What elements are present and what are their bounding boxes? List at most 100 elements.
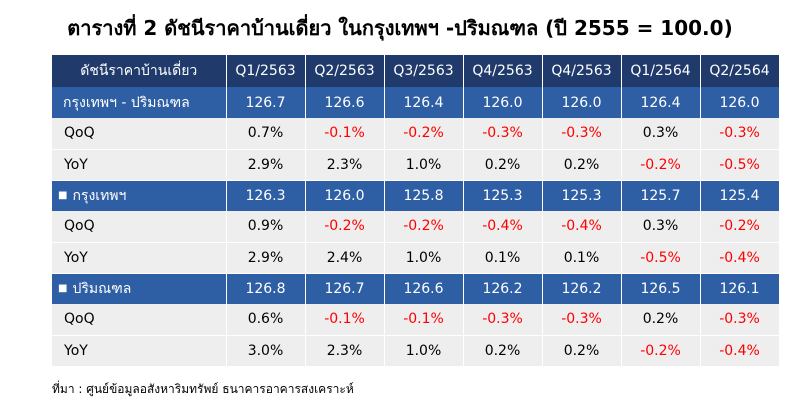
change-value-cell: -0.3% xyxy=(700,118,780,150)
change-value-cell: -0.2% xyxy=(700,211,780,243)
header-period: Q3/2563 xyxy=(384,55,464,87)
index-value-cell: 126.3 xyxy=(226,180,306,211)
group-row: ■ ปริมณฑล 126.8 126.7 126.6 126.2 126.2 126.5 12… xyxy=(52,273,780,304)
table-header-row: ดัชนีราคาบ้านเดี่ยว Q1/2563 Q2/2563 Q3/2… xyxy=(52,55,780,87)
change-value-cell: -0.3% xyxy=(542,118,622,150)
index-value-cell: 125.3 xyxy=(463,180,543,211)
change-value-cell: -0.3% xyxy=(463,118,543,150)
change-label: YoY xyxy=(52,335,227,367)
change-value-cell: 3.0% xyxy=(226,335,306,367)
change-value-cell: 2.3% xyxy=(305,335,385,367)
change-value-cell: -0.3% xyxy=(542,304,622,336)
change-value-cell: -0.4% xyxy=(542,211,622,243)
index-value-cell: 126.1 xyxy=(700,273,780,304)
change-value-cell: 2.3% xyxy=(305,149,385,181)
group-label: ■ กรุงเทพฯ xyxy=(52,180,227,211)
change-value-cell: 0.1% xyxy=(542,242,622,274)
change-label: QoQ xyxy=(52,304,227,336)
group-label: กรุงเทพฯ - ปริมณฑล xyxy=(52,87,227,118)
change-value-cell: -0.1% xyxy=(384,304,464,336)
change-value-cell: 2.9% xyxy=(226,242,306,274)
index-value-cell: 126.7 xyxy=(305,273,385,304)
change-value-cell: 0.9% xyxy=(226,211,306,243)
index-value-cell: 125.3 xyxy=(542,180,622,211)
source-note: ที่มา : ศูนย์ข้อมูลอสังหาริมทรัพย์ ธนาคา… xyxy=(52,382,354,396)
header-period: Q2/2563 xyxy=(305,55,385,87)
change-value-cell: -0.4% xyxy=(700,335,780,367)
index-value-cell: 126.0 xyxy=(700,87,780,118)
index-value-cell: 126.0 xyxy=(463,87,543,118)
change-value-cell: 0.1% xyxy=(463,242,543,274)
change-value-cell: -0.3% xyxy=(700,304,780,336)
group-label-text: กรุงเทพฯ xyxy=(72,187,127,204)
change-value-cell: -0.2% xyxy=(384,211,464,243)
index-value-cell: 125.8 xyxy=(384,180,464,211)
change-value-cell: -0.4% xyxy=(463,211,543,243)
index-value-cell: 126.0 xyxy=(542,87,622,118)
change-label: QoQ xyxy=(52,118,227,150)
change-value-cell: 0.3% xyxy=(621,118,701,150)
index-value-cell: 126.0 xyxy=(305,180,385,211)
header-period: Q4/2563 xyxy=(463,55,543,87)
header-period: Q4/2563 xyxy=(542,55,622,87)
index-value-cell: 126.6 xyxy=(305,87,385,118)
price-index-table-container: ดัชนีราคาบ้านเดี่ยว Q1/2563 Q2/2563 Q3/2… xyxy=(52,55,780,367)
change-value-cell: -0.2% xyxy=(621,149,701,181)
table-title: ตารางที่ 2 ดัชนีราคาบ้านเดี่ยว ในกรุงเทพ… xyxy=(67,16,733,40)
change-row: QoQ 0.6% -0.1% -0.1% -0.3% -0.3% 0.2% -0.3% xyxy=(52,304,780,336)
group-label-text: กรุงเทพฯ - ปริมณฑล xyxy=(63,94,190,111)
change-label: YoY xyxy=(52,242,227,274)
group-row: ■ กรุงเทพฯ 126.3 126.0 125.8 125.3 125.3 125.7 1… xyxy=(52,180,780,211)
change-value-cell: -0.2% xyxy=(384,118,464,150)
change-row: YoY 2.9% 2.4% 1.0% 0.1% 0.1% -0.5% -0.4% xyxy=(52,242,780,274)
group-label-text: ปริมณฑล xyxy=(72,280,132,297)
bullet-icon: ■ xyxy=(58,282,68,294)
index-value-cell: 126.7 xyxy=(226,87,306,118)
change-row: YoY 3.0% 2.3% 1.0% 0.2% 0.2% -0.2% -0.4% xyxy=(52,335,780,367)
change-value-cell: 0.2% xyxy=(621,304,701,336)
header-period: Q2/2564 xyxy=(700,55,780,87)
change-value-cell: -0.1% xyxy=(305,118,385,150)
change-value-cell: 0.6% xyxy=(226,304,306,336)
change-value-cell: 1.0% xyxy=(384,335,464,367)
change-value-cell: 0.2% xyxy=(463,149,543,181)
header-period: Q1/2563 xyxy=(226,55,306,87)
bullet-icon: ■ xyxy=(58,189,68,201)
index-value-cell: 126.4 xyxy=(621,87,701,118)
change-value-cell: 0.3% xyxy=(621,211,701,243)
header-period: Q1/2564 xyxy=(621,55,701,87)
change-value-cell: 0.2% xyxy=(463,335,543,367)
change-value-cell: -0.1% xyxy=(305,304,385,336)
change-row: QoQ 0.7% -0.1% -0.2% -0.3% -0.3% 0.3% -0.3% xyxy=(52,118,780,150)
change-value-cell: -0.2% xyxy=(305,211,385,243)
change-value-cell: -0.4% xyxy=(700,242,780,274)
group-label: ■ ปริมณฑล xyxy=(52,273,227,304)
index-value-cell: 125.7 xyxy=(621,180,701,211)
change-label: QoQ xyxy=(52,211,227,243)
index-value-cell: 126.2 xyxy=(542,273,622,304)
change-row: YoY 2.9% 2.3% 1.0% 0.2% 0.2% -0.2% -0.5% xyxy=(52,149,780,181)
index-value-cell: 126.4 xyxy=(384,87,464,118)
table-body: กรุงเทพฯ - ปริมณฑล 126.7 126.6 126.4 126.0 12… xyxy=(52,87,780,367)
price-index-table: ดัชนีราคาบ้านเดี่ยว Q1/2563 Q2/2563 Q3/2… xyxy=(52,55,780,367)
change-value-cell: -0.3% xyxy=(463,304,543,336)
change-value-cell: 0.7% xyxy=(226,118,306,150)
change-value-cell: 2.9% xyxy=(226,149,306,181)
index-value-cell: 126.2 xyxy=(463,273,543,304)
change-value-cell: -0.5% xyxy=(700,149,780,181)
index-value-cell: 125.4 xyxy=(700,180,780,211)
change-value-cell: 0.2% xyxy=(542,149,622,181)
header-label: ดัชนีราคาบ้านเดี่ยว xyxy=(52,55,227,87)
index-value-cell: 126.8 xyxy=(226,273,306,304)
group-row: กรุงเทพฯ - ปริมณฑล 126.7 126.6 126.4 126.0 12… xyxy=(52,87,780,118)
change-value-cell: 1.0% xyxy=(384,149,464,181)
change-value-cell: 2.4% xyxy=(305,242,385,274)
change-value-cell: 0.2% xyxy=(542,335,622,367)
change-value-cell: -0.5% xyxy=(621,242,701,274)
change-value-cell: 1.0% xyxy=(384,242,464,274)
change-label: YoY xyxy=(52,149,227,181)
index-value-cell: 126.6 xyxy=(384,273,464,304)
change-row: QoQ 0.9% -0.2% -0.2% -0.4% -0.4% 0.3% -0.2% xyxy=(52,211,780,243)
change-value-cell: -0.2% xyxy=(621,335,701,367)
index-value-cell: 126.5 xyxy=(621,273,701,304)
